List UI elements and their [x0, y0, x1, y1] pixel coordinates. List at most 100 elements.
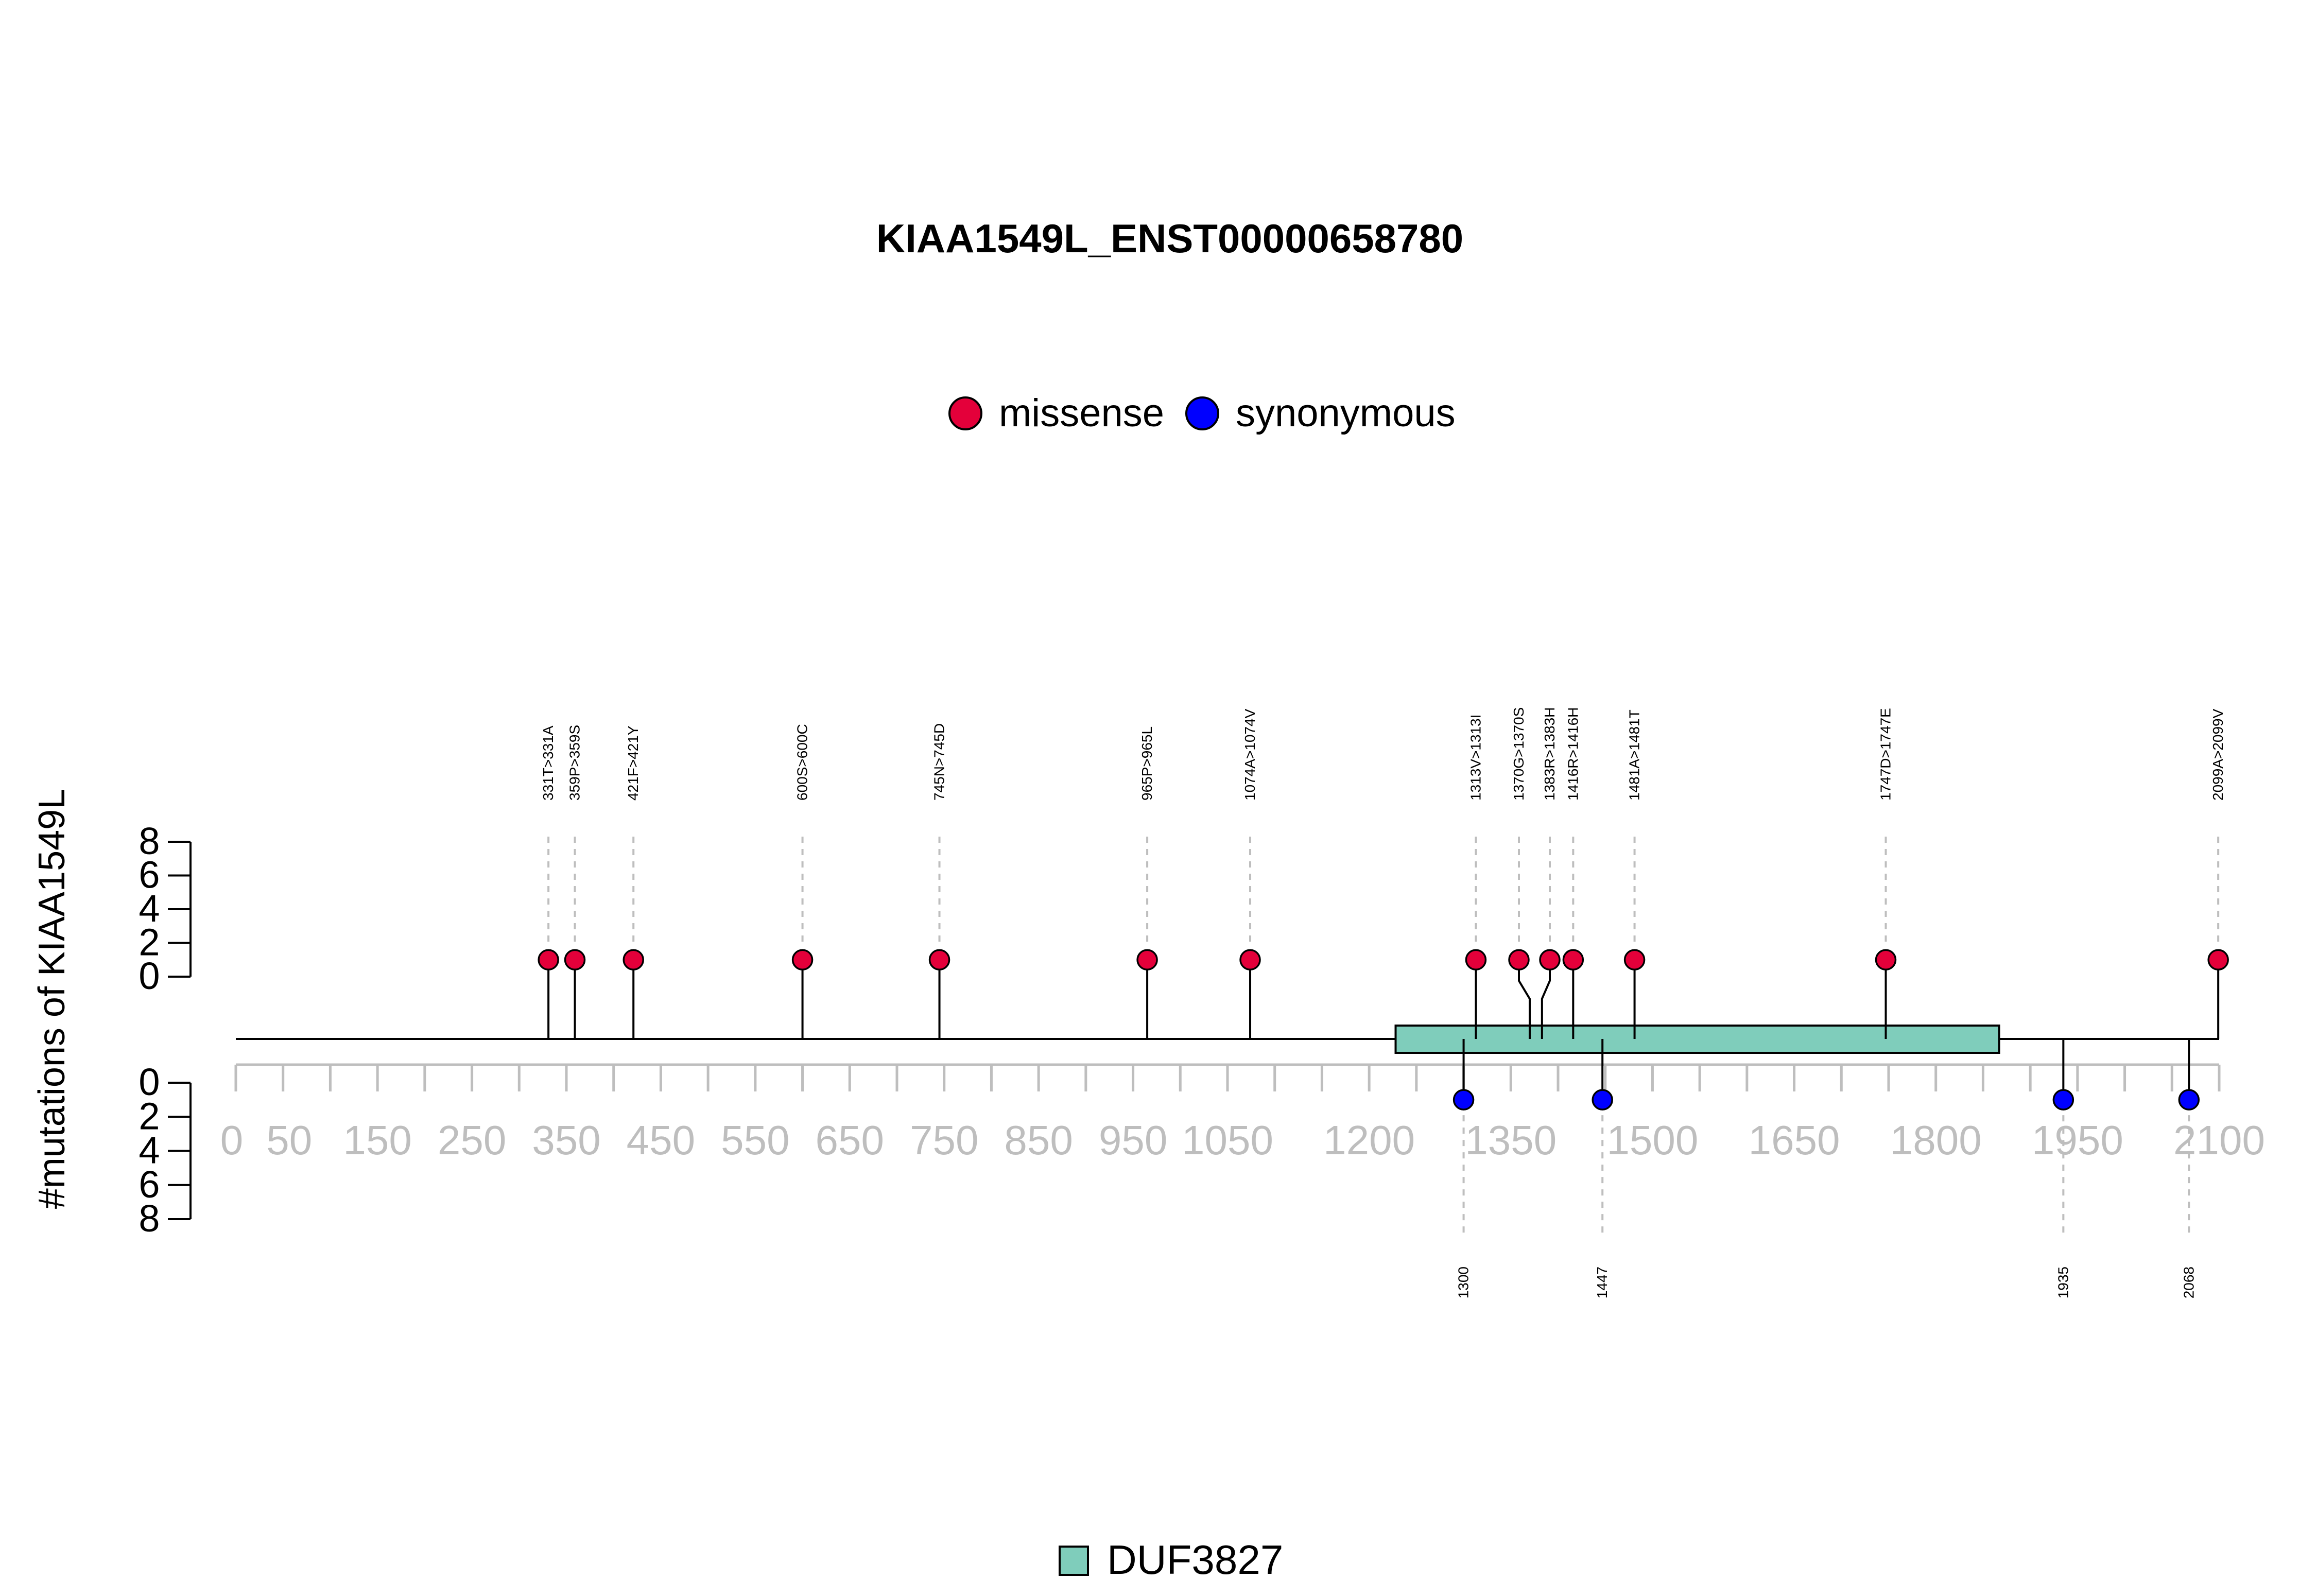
y-tick-label-lower-2: 2 [139, 1095, 160, 1137]
x-tick-label-250: 250 [438, 1117, 506, 1163]
x-tick-label-1200: 1200 [1323, 1117, 1415, 1163]
y-tick-label-lower-8: 8 [139, 1197, 160, 1240]
missense-mutation-1481: 1481A>1481T [1623, 709, 1646, 1039]
synonymous-point-1300 [1453, 1089, 1475, 1111]
missense-point-600 [791, 949, 814, 970]
domain-legend-swatch-DUF3827 [1059, 1546, 1089, 1576]
missense-mutation-359: 359P>359S [564, 725, 586, 1039]
x-tick-label-550: 550 [721, 1117, 789, 1163]
y-tick-label-upper-8: 8 [139, 820, 160, 862]
missense-point-1416 [1562, 949, 1584, 970]
missense-label-359: 359P>359S [567, 725, 583, 801]
x-tick-label-950: 950 [1099, 1117, 1167, 1163]
synonymous-label-1935: 1935 [2055, 1267, 2071, 1298]
y-tick-label-upper-2: 2 [139, 921, 160, 964]
missense-mutation-1747: 1747D>1747E [1875, 708, 1897, 1039]
synonymous-label-1300: 1300 [1456, 1267, 1472, 1298]
missense-point-1074 [1239, 949, 1261, 970]
synonymous-mutation-1935: 1935 [2052, 1039, 2074, 1298]
x-axis: 0 50 150 250 350 450 550 650 750 850 950 1050 1200 13… [220, 1063, 2265, 1163]
missense-label-1370: 1370G>1370S [1511, 707, 1527, 801]
missense-point-745 [928, 949, 950, 970]
missense-mutation-1313: 1313V>1313I [1465, 715, 1487, 1039]
x-tick-label-1800: 1800 [1890, 1117, 1982, 1163]
x-tick-label-850: 850 [1004, 1117, 1073, 1163]
missense-label-1383: 1383R>1383H [1542, 707, 1558, 801]
missense-mutation-2099: 2099A>2099V [2207, 708, 2229, 1039]
missense-point-1370 [1508, 949, 1530, 970]
missense-label-1747: 1747D>1747E [1877, 708, 1893, 801]
missense-label-1416: 1416R>1416H [1565, 707, 1581, 801]
y-axis-label: #mutations of KIAA1549L [31, 789, 73, 1209]
missense-label-1481: 1481A>1481T [1627, 709, 1642, 801]
missense-mutation-1074: 1074A>1074V [1239, 708, 1261, 1039]
missense-label-1313: 1313V>1313I [1467, 715, 1483, 801]
x-tick-label-1500: 1500 [1606, 1117, 1698, 1163]
x-tick-label-50: 50 [266, 1117, 312, 1163]
legend-marker-synonymous [1185, 396, 1219, 430]
y-tick-label-lower-0: 0 [139, 1061, 160, 1103]
x-tick-label-1950: 1950 [2032, 1117, 2123, 1163]
domains [1394, 1025, 2000, 1054]
x-tick-label-0: 0 [220, 1117, 244, 1163]
missense-label-745: 745N>745D [931, 723, 947, 801]
legend: missense synonymous [948, 391, 1456, 435]
x-tick-label-650: 650 [816, 1117, 884, 1163]
missense-point-1481 [1623, 949, 1646, 970]
missense-label-600: 600S>600C [794, 724, 810, 801]
x-tick-label-1050: 1050 [1182, 1117, 1273, 1163]
synonymous-label-2068: 2068 [2181, 1267, 2197, 1298]
synonymous-mutation-1300: 1300 [1453, 1039, 1475, 1298]
missense-point-331 [538, 949, 559, 970]
missense-mutation-1416: 1416R>1416H [1562, 707, 1584, 1039]
legend-marker-missense [948, 396, 982, 430]
x-tick-label-150: 150 [343, 1117, 411, 1163]
missense-point-359 [564, 949, 586, 970]
synonymous-label-1447: 1447 [1594, 1267, 1610, 1298]
missense-mutations: 331T>331A 359P>359S 421F>421Y 600S>600C 745N… [538, 707, 2229, 1039]
legend-label-synonymous: synonymous [1236, 391, 1456, 435]
y-tick-label-upper-0: 0 [139, 955, 160, 997]
domain-DUF3827 [1394, 1025, 2000, 1054]
y-tick-label-upper-4: 4 [139, 887, 160, 930]
missense-point-1383 [1539, 949, 1561, 970]
missense-point-1747 [1875, 949, 1897, 970]
synonymous-point-2068 [2178, 1089, 2200, 1111]
missense-label-331: 331T>331A [540, 725, 556, 801]
missense-point-2099 [2207, 949, 2229, 970]
missense-mutation-1383: 1383R>1383H [1539, 707, 1561, 1039]
x-tick-label-450: 450 [627, 1117, 695, 1163]
missense-mutation-745: 745N>745D [928, 723, 950, 1039]
legend-label-missense: missense [999, 391, 1164, 435]
chart-title: KIAA1549L_ENST00000658780 [876, 216, 1463, 261]
x-tick-label-2100: 2100 [2173, 1117, 2265, 1163]
synonymous-point-1447 [1592, 1089, 1613, 1111]
synonymous-mutation-1447: 1447 [1592, 1039, 1613, 1298]
domain-legend-label-DUF3827: DUF3827 [1107, 1537, 1283, 1583]
synonymous-mutations: 1300 1447 1935 2068 [1453, 1039, 2200, 1298]
x-tick-label-350: 350 [532, 1117, 600, 1163]
missense-mutation-421: 421F>421Y [623, 725, 644, 1039]
missense-label-1074: 1074A>1074V [1242, 708, 1258, 801]
missense-point-1313 [1465, 949, 1487, 970]
y-tick-label-lower-4: 4 [139, 1129, 160, 1172]
synonymous-point-1935 [2052, 1089, 2074, 1111]
missense-mutation-600: 600S>600C [791, 724, 814, 1039]
missense-label-421: 421F>421Y [625, 725, 641, 801]
x-tick-label-1350: 1350 [1465, 1117, 1557, 1163]
missense-mutation-1370: 1370G>1370S [1508, 707, 1531, 1039]
missense-point-421 [623, 949, 644, 970]
missense-label-965: 965P>965L [1139, 726, 1155, 801]
missense-mutation-331: 331T>331A [538, 725, 559, 1039]
synonymous-mutation-2068: 2068 [2178, 1039, 2200, 1298]
x-tick-label-1650: 1650 [1749, 1117, 1840, 1163]
missense-label-2099: 2099A>2099V [2210, 708, 2226, 801]
y-tick-label-upper-6: 6 [139, 854, 160, 896]
domain-legend: DUF3827 [1059, 1537, 1283, 1583]
x-tick-label-750: 750 [910, 1117, 978, 1163]
missense-point-965 [1136, 949, 1158, 970]
missense-mutation-965: 965P>965L [1136, 726, 1158, 1039]
